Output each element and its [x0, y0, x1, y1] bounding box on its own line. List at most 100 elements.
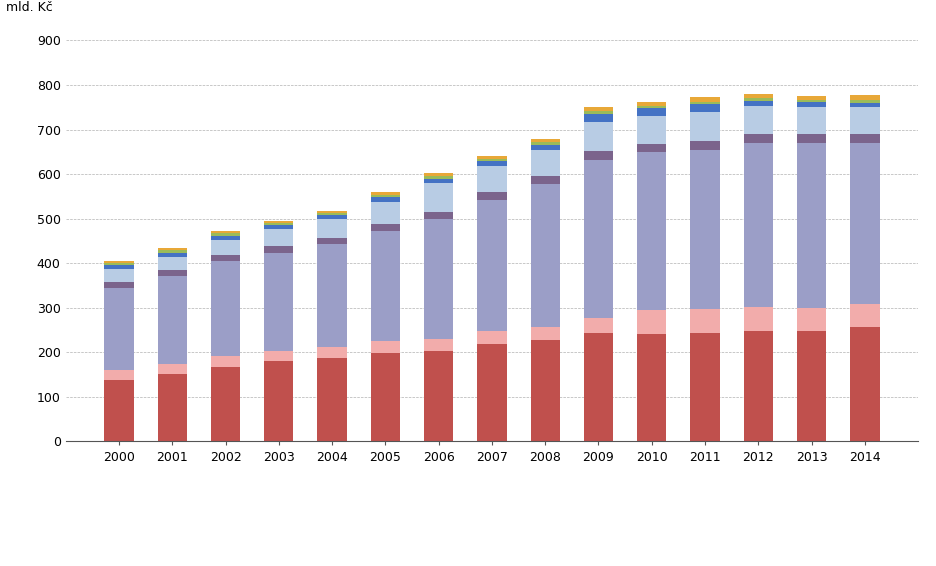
Bar	[690, 112, 719, 141]
Bar	[797, 96, 826, 100]
Bar	[157, 270, 186, 276]
Bar	[743, 134, 772, 143]
Bar	[530, 327, 559, 340]
Bar	[690, 97, 719, 101]
Bar	[743, 98, 772, 101]
Bar	[424, 212, 453, 219]
Bar	[317, 244, 346, 346]
Bar	[690, 309, 719, 333]
Bar	[264, 361, 293, 441]
Bar	[530, 139, 559, 142]
Bar	[530, 176, 559, 184]
Bar	[104, 265, 134, 269]
Bar	[797, 308, 826, 332]
Bar	[690, 104, 719, 112]
Bar	[743, 95, 772, 98]
Bar	[797, 332, 826, 441]
Bar	[583, 160, 612, 318]
Bar	[530, 142, 559, 145]
Bar	[317, 211, 346, 213]
Bar	[636, 144, 665, 152]
Bar	[104, 288, 134, 370]
Bar	[371, 201, 400, 224]
Bar	[743, 307, 772, 332]
Bar	[264, 225, 293, 229]
Bar	[797, 107, 826, 134]
Bar	[849, 108, 879, 134]
Bar	[690, 141, 719, 149]
Bar	[264, 229, 293, 246]
Bar	[530, 145, 559, 150]
Bar	[476, 156, 506, 158]
Bar	[690, 333, 719, 441]
Bar	[264, 252, 293, 350]
Bar	[690, 101, 719, 104]
Bar	[849, 134, 879, 143]
Bar	[530, 150, 559, 176]
Bar	[583, 107, 612, 111]
Bar	[157, 276, 186, 364]
Bar	[157, 248, 186, 250]
Bar	[317, 215, 346, 219]
Bar	[530, 340, 559, 441]
Bar	[743, 332, 772, 441]
Bar	[211, 255, 240, 261]
Bar	[157, 374, 186, 441]
Bar	[104, 263, 134, 265]
Bar	[104, 269, 134, 282]
Bar	[797, 100, 826, 102]
Bar	[636, 152, 665, 311]
Bar	[424, 173, 453, 176]
Bar	[104, 261, 134, 263]
Bar	[849, 103, 879, 108]
Bar	[476, 200, 506, 332]
Bar	[583, 122, 612, 152]
Bar	[476, 192, 506, 200]
Bar	[636, 333, 665, 441]
Bar	[743, 106, 772, 134]
Bar	[371, 198, 400, 201]
Bar	[849, 304, 879, 327]
Bar	[849, 327, 879, 441]
Bar	[743, 143, 772, 307]
Bar	[636, 108, 665, 116]
Bar	[317, 213, 346, 215]
Bar	[157, 252, 186, 256]
Bar	[690, 149, 719, 309]
Bar	[583, 333, 612, 441]
Bar	[583, 152, 612, 160]
Bar	[797, 143, 826, 308]
Bar	[264, 246, 293, 252]
Bar	[797, 102, 826, 107]
Bar	[264, 223, 293, 225]
Bar	[317, 219, 346, 238]
Bar	[211, 261, 240, 357]
Bar	[849, 143, 879, 304]
Bar	[317, 358, 346, 441]
Bar	[211, 239, 240, 255]
Bar	[371, 341, 400, 353]
Bar	[211, 233, 240, 235]
Bar	[211, 367, 240, 441]
Bar	[636, 311, 665, 333]
Bar	[849, 100, 879, 103]
Bar	[797, 134, 826, 143]
Bar	[424, 351, 453, 441]
Bar	[264, 221, 293, 223]
Bar	[317, 346, 346, 358]
Bar	[157, 256, 186, 270]
Bar	[211, 235, 240, 239]
Bar	[583, 318, 612, 333]
Bar	[157, 364, 186, 374]
Bar	[476, 332, 506, 344]
Bar	[211, 357, 240, 367]
Bar	[424, 219, 453, 340]
Bar	[371, 195, 400, 198]
Bar	[424, 176, 453, 179]
Bar	[636, 105, 665, 108]
Legend: nemoc/
zdravotní péče, invalidita, stáří, pozůstalí, rodina/
děti, nezaměst-
nan: nemoc/ zdravotní péče, invalidita, stáří…	[173, 564, 810, 566]
Bar	[371, 353, 400, 441]
Bar	[636, 101, 665, 105]
Bar	[104, 282, 134, 288]
Bar	[104, 380, 134, 441]
